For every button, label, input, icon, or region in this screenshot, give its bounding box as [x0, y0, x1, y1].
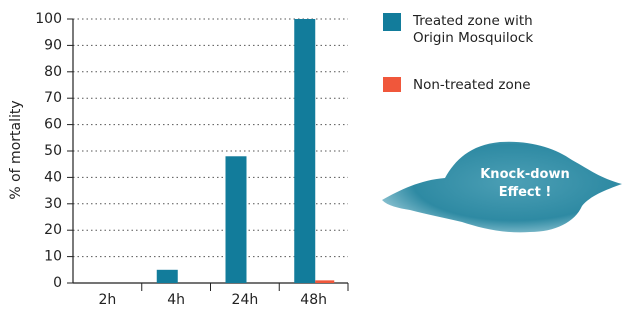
- y-tick-label: 20: [44, 222, 62, 238]
- x-tick-label: 48h: [300, 292, 327, 308]
- y-tick-label: 30: [44, 196, 62, 212]
- y-tick-label: 100: [35, 11, 62, 27]
- annotation: Knock-down Effect !: [465, 166, 585, 202]
- bar: [226, 156, 247, 283]
- y-axis-label: % of mortality: [8, 100, 24, 199]
- page: {"chart_data": {"type": "bar", "y_label"…: [0, 0, 627, 309]
- y-tick-label: 60: [44, 117, 62, 133]
- legend-swatch: [383, 77, 401, 92]
- y-tick-label: 70: [44, 90, 62, 106]
- y-tick-label: 50: [44, 143, 62, 159]
- x-tick-label: 4h: [167, 292, 185, 308]
- x-tick-label: 24h: [232, 292, 259, 308]
- bar: [157, 270, 178, 283]
- legend-swatch: [383, 13, 401, 31]
- bar: [294, 19, 315, 283]
- y-tick-label: 80: [44, 64, 62, 80]
- y-tick-label: 10: [44, 249, 62, 265]
- bar: [315, 280, 334, 283]
- y-tick-label: 90: [44, 37, 62, 53]
- y-tick-label: 0: [53, 275, 62, 291]
- legend-label: Treated zone with Origin Mosquilock: [413, 13, 563, 47]
- y-tick-label: 40: [44, 169, 62, 185]
- legend-label: Non-treated zone: [413, 77, 613, 94]
- x-tick-label: 2h: [98, 292, 116, 308]
